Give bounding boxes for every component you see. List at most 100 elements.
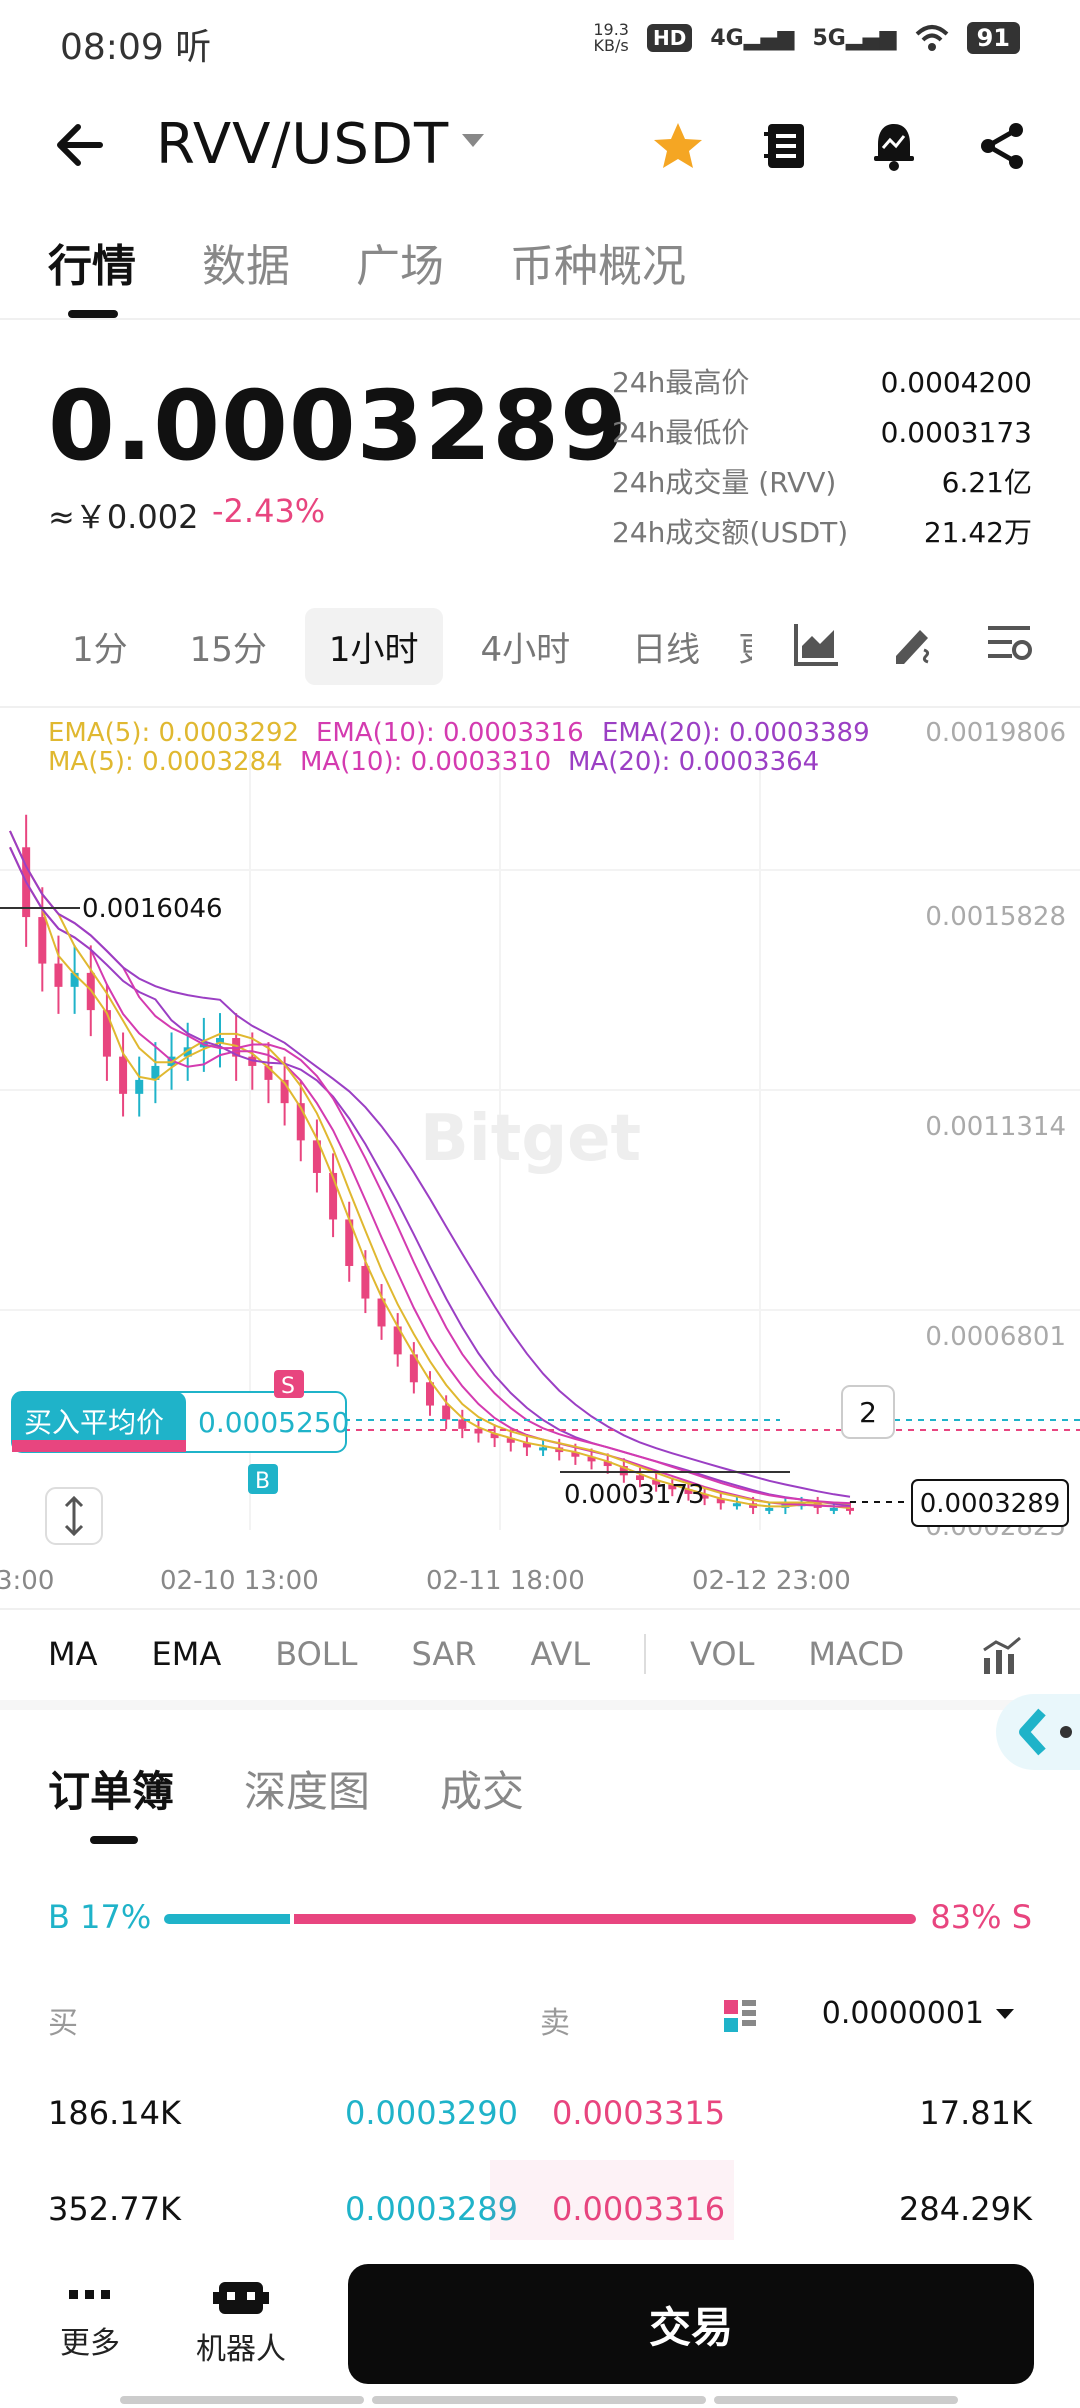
chart-grid [0,750,1080,1530]
scale-toggle-button[interactable] [45,1487,103,1545]
hd-icon: HD [646,24,693,52]
divider [0,318,1080,320]
interval-1h[interactable]: 1小时 [304,608,443,685]
tab-depth[interactable]: 深度图 [244,1767,371,1816]
buy-ratio-bar [164,1914,290,1924]
candle [38,917,47,964]
candle [329,1172,338,1220]
indicator-vol[interactable]: VOL [690,1635,755,1673]
candles [22,814,854,1515]
candle [393,1326,402,1355]
candle [716,1498,725,1504]
current-price-label: 0.0003289 [920,1489,1061,1519]
count-badge-box[interactable] [841,1385,895,1439]
candle [506,1438,515,1443]
divider [0,1608,1080,1610]
col-buy-header: 买 [48,2006,78,2041]
orderbook-row[interactable]: 186.14K 0.0003290 0.0003315 17.81K [48,2084,1032,2144]
wifi-icon [915,25,948,51]
share-icon[interactable] [974,118,1030,174]
legend-ma10: MA(10): 0.0003310 [300,747,551,777]
interval-1m[interactable]: 1分 [72,630,128,670]
interval-1d[interactable]: 日线 [632,630,701,670]
legend-ema10: EMA(10): 0.0003316 [316,718,584,748]
orderbook-tab-underline [90,1836,138,1844]
gesture-bar [372,2396,706,2404]
notebook-icon[interactable] [758,118,814,174]
candle [684,1489,693,1494]
tab-coin-overview[interactable]: 币种概况 [510,241,686,292]
candle [700,1493,709,1499]
divider [0,1700,1080,1710]
status-icons: 19.3 KB/s HD 4G▂▄▆ 5G▂▄▆ 91 [593,22,1020,54]
precision-select[interactable]: 0.0000001 [822,1996,1014,2031]
sell-price: 0.0003315 [552,2094,726,2132]
indicator-ema[interactable]: EMA [151,1635,222,1673]
floating-side-tab[interactable] [996,1694,1080,1770]
settings-icon[interactable] [984,618,1036,670]
sell-qty: 17.81K [919,2094,1032,2132]
bell-icon[interactable] [866,118,922,174]
indicator-settings-icon[interactable] [980,1634,1024,1678]
star-icon[interactable] [650,118,706,174]
ma-line-ema20 [9,846,851,1507]
draw-tool-icon[interactable] [888,618,940,670]
pair-dropdown-icon[interactable] [462,134,484,147]
interval-4h[interactable]: 4小时 [480,630,571,670]
more-button[interactable]: 更多 [60,2280,120,2362]
candlestick-chart[interactable]: Bitget EMA(5): 0.0003292 EMA(10): 0.0003… [0,710,1080,1570]
indicator-macd[interactable]: MACD [808,1635,905,1673]
orderbook-layout-icon[interactable] [722,1998,758,2034]
candle [571,1452,580,1457]
candle [70,972,79,987]
avg-buy-badge[interactable]: 买入平均价 0.0005250 [11,1391,349,1453]
candle [426,1382,434,1406]
main-tabs: 行情 数据 广场 币种概况 [48,230,686,294]
status-time: 08:09 听 [60,18,211,70]
ma-lines [9,830,851,1510]
candle [603,1461,612,1467]
y-tick: 0.0006801 [925,1322,1066,1352]
sell-qty: 284.29K [899,2190,1032,2228]
candle [151,1065,160,1080]
buy-marker-box [248,1464,278,1494]
trade-button[interactable]: 交易 [348,2264,1034,2384]
buy-ratio-label: B 17% [48,1898,152,1936]
interval-15m[interactable]: 15分 [189,630,267,670]
candle [652,1479,661,1485]
tab-orderbook[interactable]: 订单簿 [48,1767,175,1816]
bottom-nav: 更多 机器人 交易 [0,2250,1080,2408]
ma-line-ma20 [9,830,851,1498]
candle [54,963,63,987]
tab-data[interactable]: 数据 [202,241,290,292]
candle [474,1428,483,1434]
bot-button[interactable]: 机器人 [196,2280,286,2368]
pair-title[interactable]: RVV/USDT [156,112,450,177]
y-tick: 0.0011314 [925,1112,1066,1142]
divider [0,706,1080,708]
candle [135,1079,144,1094]
tab-market[interactable]: 行情 [48,241,136,292]
tab-square[interactable]: 广场 [356,241,444,292]
indicator-avl[interactable]: AVL [530,1635,591,1673]
candle [732,1503,741,1507]
interval-more[interactable]: 更 [738,608,752,685]
ma-line-ma5 [9,830,851,1505]
orderbook-row[interactable]: 352.77K 0.0003289 0.0003316 284.29K [48,2180,1032,2240]
tab-trades[interactable]: 成交 [440,1767,525,1816]
indicator-sar[interactable]: SAR [411,1635,477,1673]
sell-ratio-label: 83% S [930,1898,1032,1936]
candle [409,1354,418,1383]
candle [264,1065,273,1080]
tab-underline [68,310,118,318]
candle [296,1103,305,1141]
indicator-boll[interactable]: BOLL [275,1635,358,1673]
price-change: -2.43% [212,492,326,530]
back-arrow-icon[interactable] [50,115,110,175]
indicator-ma[interactable]: MA [48,1635,98,1673]
chart-type-icon[interactable] [790,618,842,670]
orderbook-tabs: 订单簿 深度图 成交 [48,1758,524,1819]
buy-price: 0.0003290 [344,2094,518,2132]
depth-shade-sell [490,2160,734,2240]
candle [668,1484,677,1490]
